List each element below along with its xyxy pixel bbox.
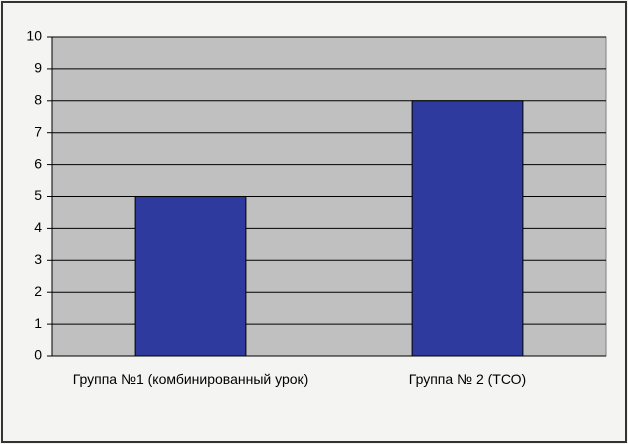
x-tick-label: Группа №1 (комбинированный урок) (72, 371, 309, 387)
y-tick-label: 8 (34, 92, 42, 108)
y-tick-label: 4 (34, 219, 42, 235)
bar (411, 100, 524, 357)
y-tick-label: 10 (26, 28, 42, 44)
y-tick-label: 5 (34, 187, 42, 203)
y-tick-label: 6 (34, 155, 42, 171)
bar (134, 196, 247, 357)
y-tick-label: 7 (34, 123, 42, 139)
y-tick-label: 1 (34, 315, 42, 331)
x-tick-label: Группа № 2 (ТСО) (408, 371, 527, 387)
y-tick-label: 2 (34, 283, 42, 299)
y-tick-label: 0 (34, 347, 42, 363)
y-tick-label: 3 (34, 251, 42, 267)
y-tick-label: 9 (34, 60, 42, 76)
